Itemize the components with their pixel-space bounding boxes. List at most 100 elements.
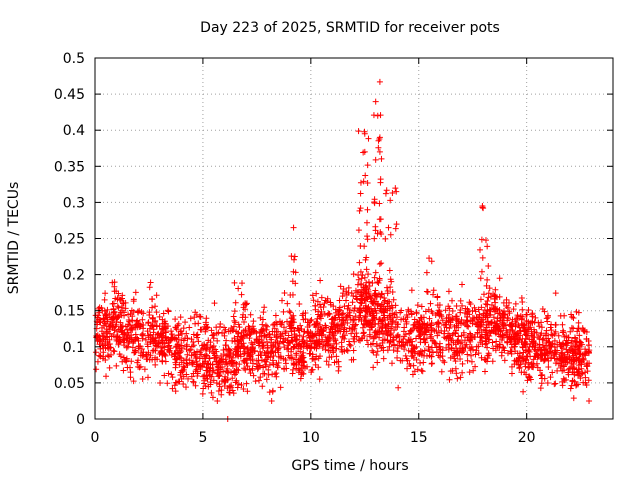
- data-point: [555, 360, 562, 367]
- data-point: [396, 338, 403, 345]
- data-point: [408, 287, 415, 294]
- data-point: [347, 307, 354, 314]
- data-point: [522, 347, 529, 354]
- x-axis-label: GPS time / hours: [291, 458, 408, 474]
- data-point: [403, 311, 410, 318]
- data-point: [480, 291, 487, 298]
- data-point: [238, 291, 245, 298]
- data-point: [92, 312, 99, 319]
- data-point: [551, 330, 558, 337]
- data-point: [123, 335, 130, 342]
- data-point: [568, 345, 575, 352]
- data-point: [236, 324, 243, 331]
- data-point: [559, 382, 566, 389]
- data-point: [246, 352, 253, 359]
- data-point: [249, 343, 256, 350]
- data-point: [344, 305, 351, 312]
- data-point: [428, 333, 435, 340]
- data-point: [378, 306, 385, 313]
- y-tick-label: 0.1: [63, 340, 85, 356]
- data-point: [308, 367, 315, 374]
- data-point: [184, 341, 191, 348]
- data-point: [110, 300, 117, 307]
- data-point: [172, 388, 179, 395]
- data-point: [374, 230, 381, 237]
- data-point: [367, 333, 374, 340]
- data-point: [357, 190, 364, 197]
- data-point: [244, 363, 251, 370]
- data-point: [156, 313, 163, 320]
- data-point: [308, 343, 315, 350]
- data-point: [300, 370, 307, 377]
- data-point: [169, 385, 176, 392]
- data-point: [392, 302, 399, 309]
- data-point: [561, 363, 568, 370]
- data-point: [586, 360, 593, 367]
- data-point: [395, 384, 402, 391]
- data-point: [184, 351, 191, 358]
- data-point: [111, 327, 118, 334]
- data-point: [260, 339, 267, 346]
- y-tick-label: 0: [76, 412, 85, 428]
- data-point: [333, 309, 340, 316]
- data-point: [149, 296, 156, 303]
- data-point: [153, 323, 160, 330]
- data-point: [477, 296, 484, 303]
- data-point: [453, 322, 460, 329]
- data-point: [144, 374, 151, 381]
- data-point: [290, 312, 297, 319]
- data-point: [547, 324, 554, 331]
- data-point: [388, 360, 395, 367]
- data-point: [538, 372, 545, 379]
- data-point: [97, 337, 104, 344]
- data-point: [372, 156, 379, 163]
- data-point: [184, 335, 191, 342]
- data-point: [311, 321, 318, 328]
- data-point: [345, 312, 352, 319]
- data-point: [217, 321, 224, 328]
- data-point: [100, 345, 107, 352]
- data-point: [137, 363, 144, 370]
- data-point: [360, 329, 367, 336]
- data-point: [168, 331, 175, 338]
- data-point: [168, 334, 175, 341]
- data-point: [165, 308, 172, 315]
- data-point: [316, 343, 323, 350]
- data-point: [575, 372, 582, 379]
- data-point: [355, 276, 362, 283]
- data-point: [402, 352, 409, 359]
- data-point: [417, 360, 424, 367]
- data-point: [221, 378, 228, 385]
- data-point: [506, 308, 513, 315]
- data-point: [505, 315, 512, 322]
- data-point: [101, 296, 108, 303]
- data-point: [310, 297, 317, 304]
- data-point: [563, 355, 570, 362]
- data-point: [457, 356, 464, 363]
- data-point: [182, 319, 189, 326]
- data-point: [390, 296, 397, 303]
- data-point: [455, 333, 462, 340]
- data-point: [454, 375, 461, 382]
- data-point: [406, 330, 413, 337]
- data-point: [377, 293, 384, 300]
- data-point: [369, 316, 376, 323]
- data-point: [130, 378, 137, 385]
- data-point: [581, 369, 588, 376]
- data-point: [214, 337, 221, 344]
- data-point: [519, 313, 526, 320]
- data-point: [235, 329, 242, 336]
- data-point: [130, 296, 137, 303]
- data-point: [307, 328, 314, 335]
- data-point: [394, 342, 401, 349]
- data-point: [332, 336, 339, 343]
- data-point: [437, 346, 444, 353]
- data-point: [353, 330, 360, 337]
- data-point: [211, 300, 218, 307]
- data-point: [207, 365, 214, 372]
- data-point: [380, 355, 387, 362]
- data-point: [557, 364, 564, 371]
- data-point: [132, 289, 139, 296]
- data-point: [202, 352, 209, 359]
- data-point: [249, 323, 256, 330]
